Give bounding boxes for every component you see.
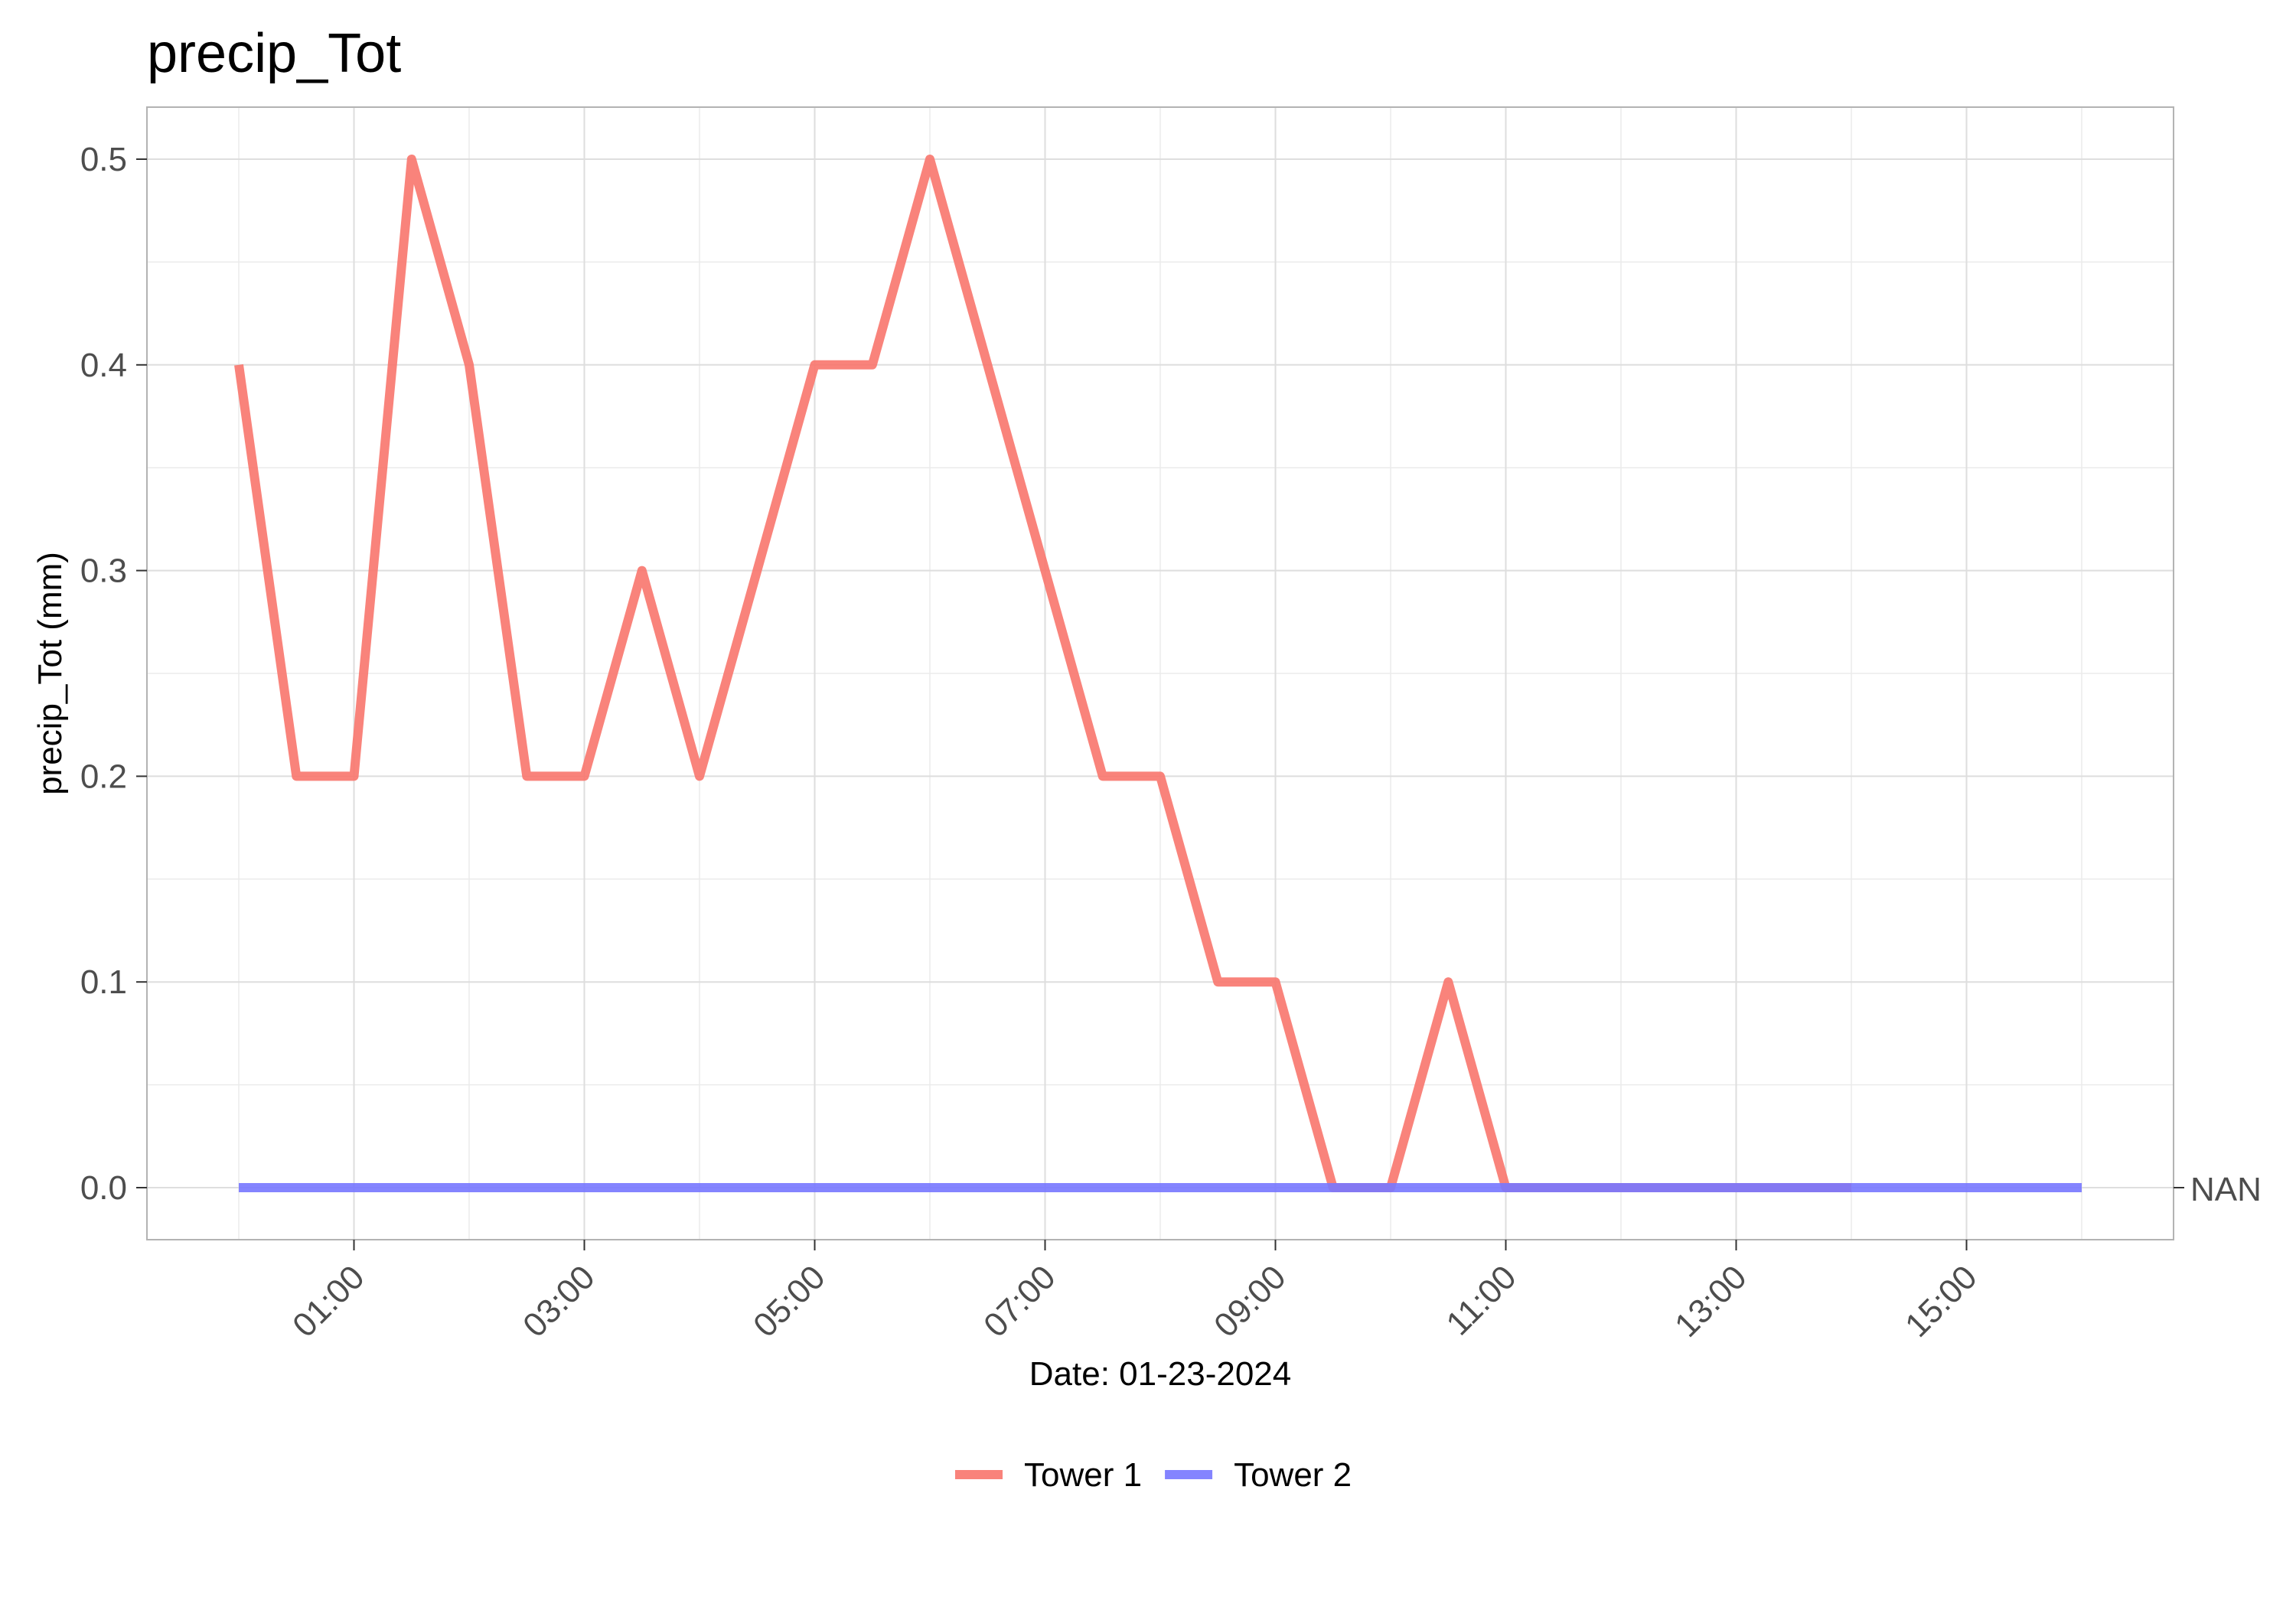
gridlines: [147, 107, 2174, 1240]
y-tick-label: 0.0: [80, 1169, 127, 1207]
legend: Tower 1 Tower 2: [955, 1456, 1352, 1494]
right-axis-label: NAN: [2190, 1171, 2262, 1208]
y-tick-label: 0.5: [80, 141, 127, 178]
legend-label-2: Tower 2: [1234, 1456, 1352, 1494]
y-tick-label: 0.2: [80, 758, 127, 795]
y-tick-label: 0.1: [80, 963, 127, 1001]
y-axis-title: precip_Tot (mm): [31, 552, 69, 795]
legend-label-1: Tower 1: [1024, 1456, 1142, 1494]
plot-panel-border: [146, 106, 2174, 1240]
y-tick-label: 0.4: [80, 347, 127, 384]
x-axis-title: Date: 01-23-2024: [1029, 1355, 1291, 1393]
chart-title: precip_Tot: [147, 23, 401, 84]
y-tick-label: 0.3: [80, 553, 127, 590]
series-lines: [234, 155, 2082, 1192]
